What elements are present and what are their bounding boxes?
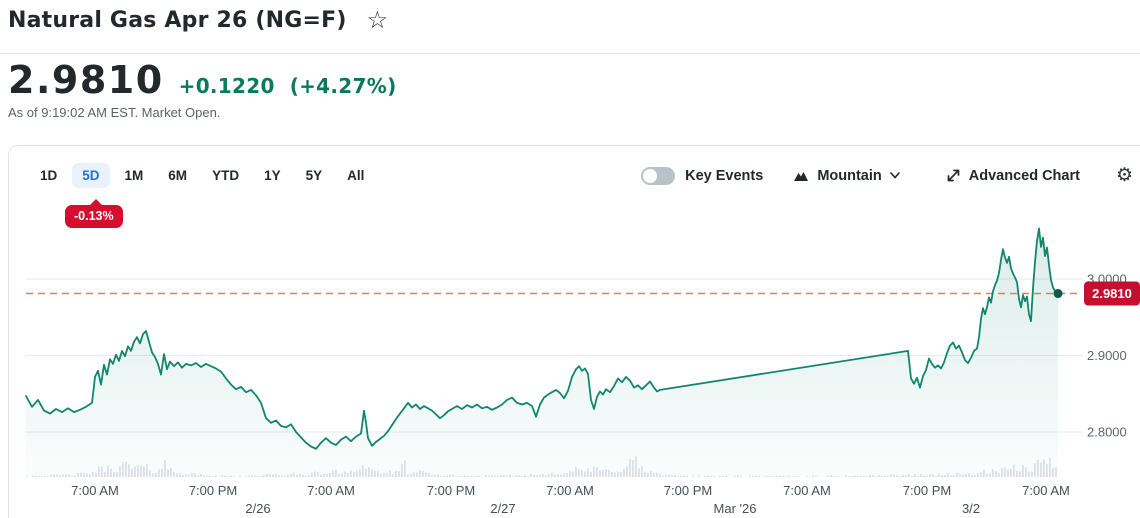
price-chart[interactable]: 3.0000 2.9000 2.8000 2.9810 7:00 AM 7:00 PM 7… xyxy=(0,225,1140,518)
range-button-YTD[interactable]: YTD xyxy=(212,168,240,183)
x-axis-date-label: 2/26 xyxy=(245,501,271,516)
settings-gear-icon[interactable]: ⚙ xyxy=(1115,165,1133,186)
x-axis-time-label: 7:00 PM xyxy=(188,483,238,498)
y-axis-price-label: 2.9000 xyxy=(1087,348,1127,363)
quote-summary: 2.9810 +0.1220 (+4.27%) As of 9:19:02 AM… xyxy=(8,61,397,120)
x-axis-time-label: 7:00 PM xyxy=(902,483,952,498)
x-axis-time-label: 7:00 PM xyxy=(426,483,476,498)
x-axis-time-label: 7:00 AM xyxy=(546,483,594,498)
chart-toolbar: 1D 5D 1M 6M YTD 1Y 5Y All Key Events Mountain xyxy=(30,163,1133,188)
chevron-down-icon xyxy=(889,172,900,179)
key-events-toggle[interactable]: Key Events xyxy=(641,166,764,185)
range-button-5D[interactable]: 5D xyxy=(72,163,110,188)
toggle-track-icon[interactable] xyxy=(641,166,676,185)
x-axis-time-label: 7:00 PM xyxy=(663,483,713,498)
toggle-knob-icon xyxy=(643,168,658,183)
y-axis-price-label: 2.8000 xyxy=(1087,425,1127,440)
chart-controls: Key Events Mountain Advanced Chart xyxy=(641,164,1133,187)
expand-diagonal-icon xyxy=(947,169,960,182)
key-events-label: Key Events xyxy=(685,167,764,184)
watchlist-star-icon[interactable]: ☆ xyxy=(366,7,389,34)
as-of-text: As of 9:19:02 AM EST. Market Open. xyxy=(8,104,221,120)
x-axis-time-label: 7:00 AM xyxy=(71,483,119,498)
x-axis-time-label: 7:00 AM xyxy=(307,483,355,498)
current-price: 2.9810 xyxy=(8,58,164,102)
range-performance-badge: -0.13% xyxy=(65,199,123,228)
x-axis-date-label: 3/2 xyxy=(961,501,981,516)
x-axis-date-label: Mar '26 xyxy=(713,501,757,516)
range-button-1M[interactable]: 1M xyxy=(124,168,144,183)
range-button-6M[interactable]: 6M xyxy=(168,168,188,183)
x-axis-time-label: 7:00 AM xyxy=(1022,483,1070,498)
range-button-1Y[interactable]: 1Y xyxy=(264,168,281,183)
range-button-1D[interactable]: 1D xyxy=(40,168,58,183)
price-line xyxy=(25,227,1059,450)
chart-type-dropdown[interactable]: Mountain xyxy=(793,167,900,184)
range-button-All[interactable]: All xyxy=(347,168,365,183)
price-change: +0.1220 xyxy=(178,74,275,98)
current-price-tag: 2.9810 xyxy=(1084,281,1140,306)
header: Natural Gas Apr 26 (NG=F) ☆ xyxy=(8,7,388,33)
advanced-chart-link[interactable]: Advanced Chart xyxy=(946,168,1080,184)
price-area-fill xyxy=(26,228,1058,477)
chart-type-label: Mountain xyxy=(817,167,882,184)
page-title: Natural Gas Apr 26 (NG=F) xyxy=(8,7,347,33)
volume-bars xyxy=(26,456,1057,477)
advanced-chart-label: Advanced Chart xyxy=(968,167,1080,184)
current-price-marker xyxy=(1053,289,1063,299)
price-change-percent: (+4.27%) xyxy=(289,74,397,98)
range-button-5Y[interactable]: 5Y xyxy=(305,168,323,183)
x-axis-date-label: 2/27 xyxy=(490,501,516,516)
header-divider xyxy=(0,53,1140,54)
mountain-icon xyxy=(794,171,809,181)
range-selector: 1D 5D 1M 6M YTD 1Y 5Y All xyxy=(30,163,374,188)
svg-text:2.9810: 2.9810 xyxy=(1092,286,1132,301)
x-axis-time-label: 7:00 AM xyxy=(783,483,831,498)
